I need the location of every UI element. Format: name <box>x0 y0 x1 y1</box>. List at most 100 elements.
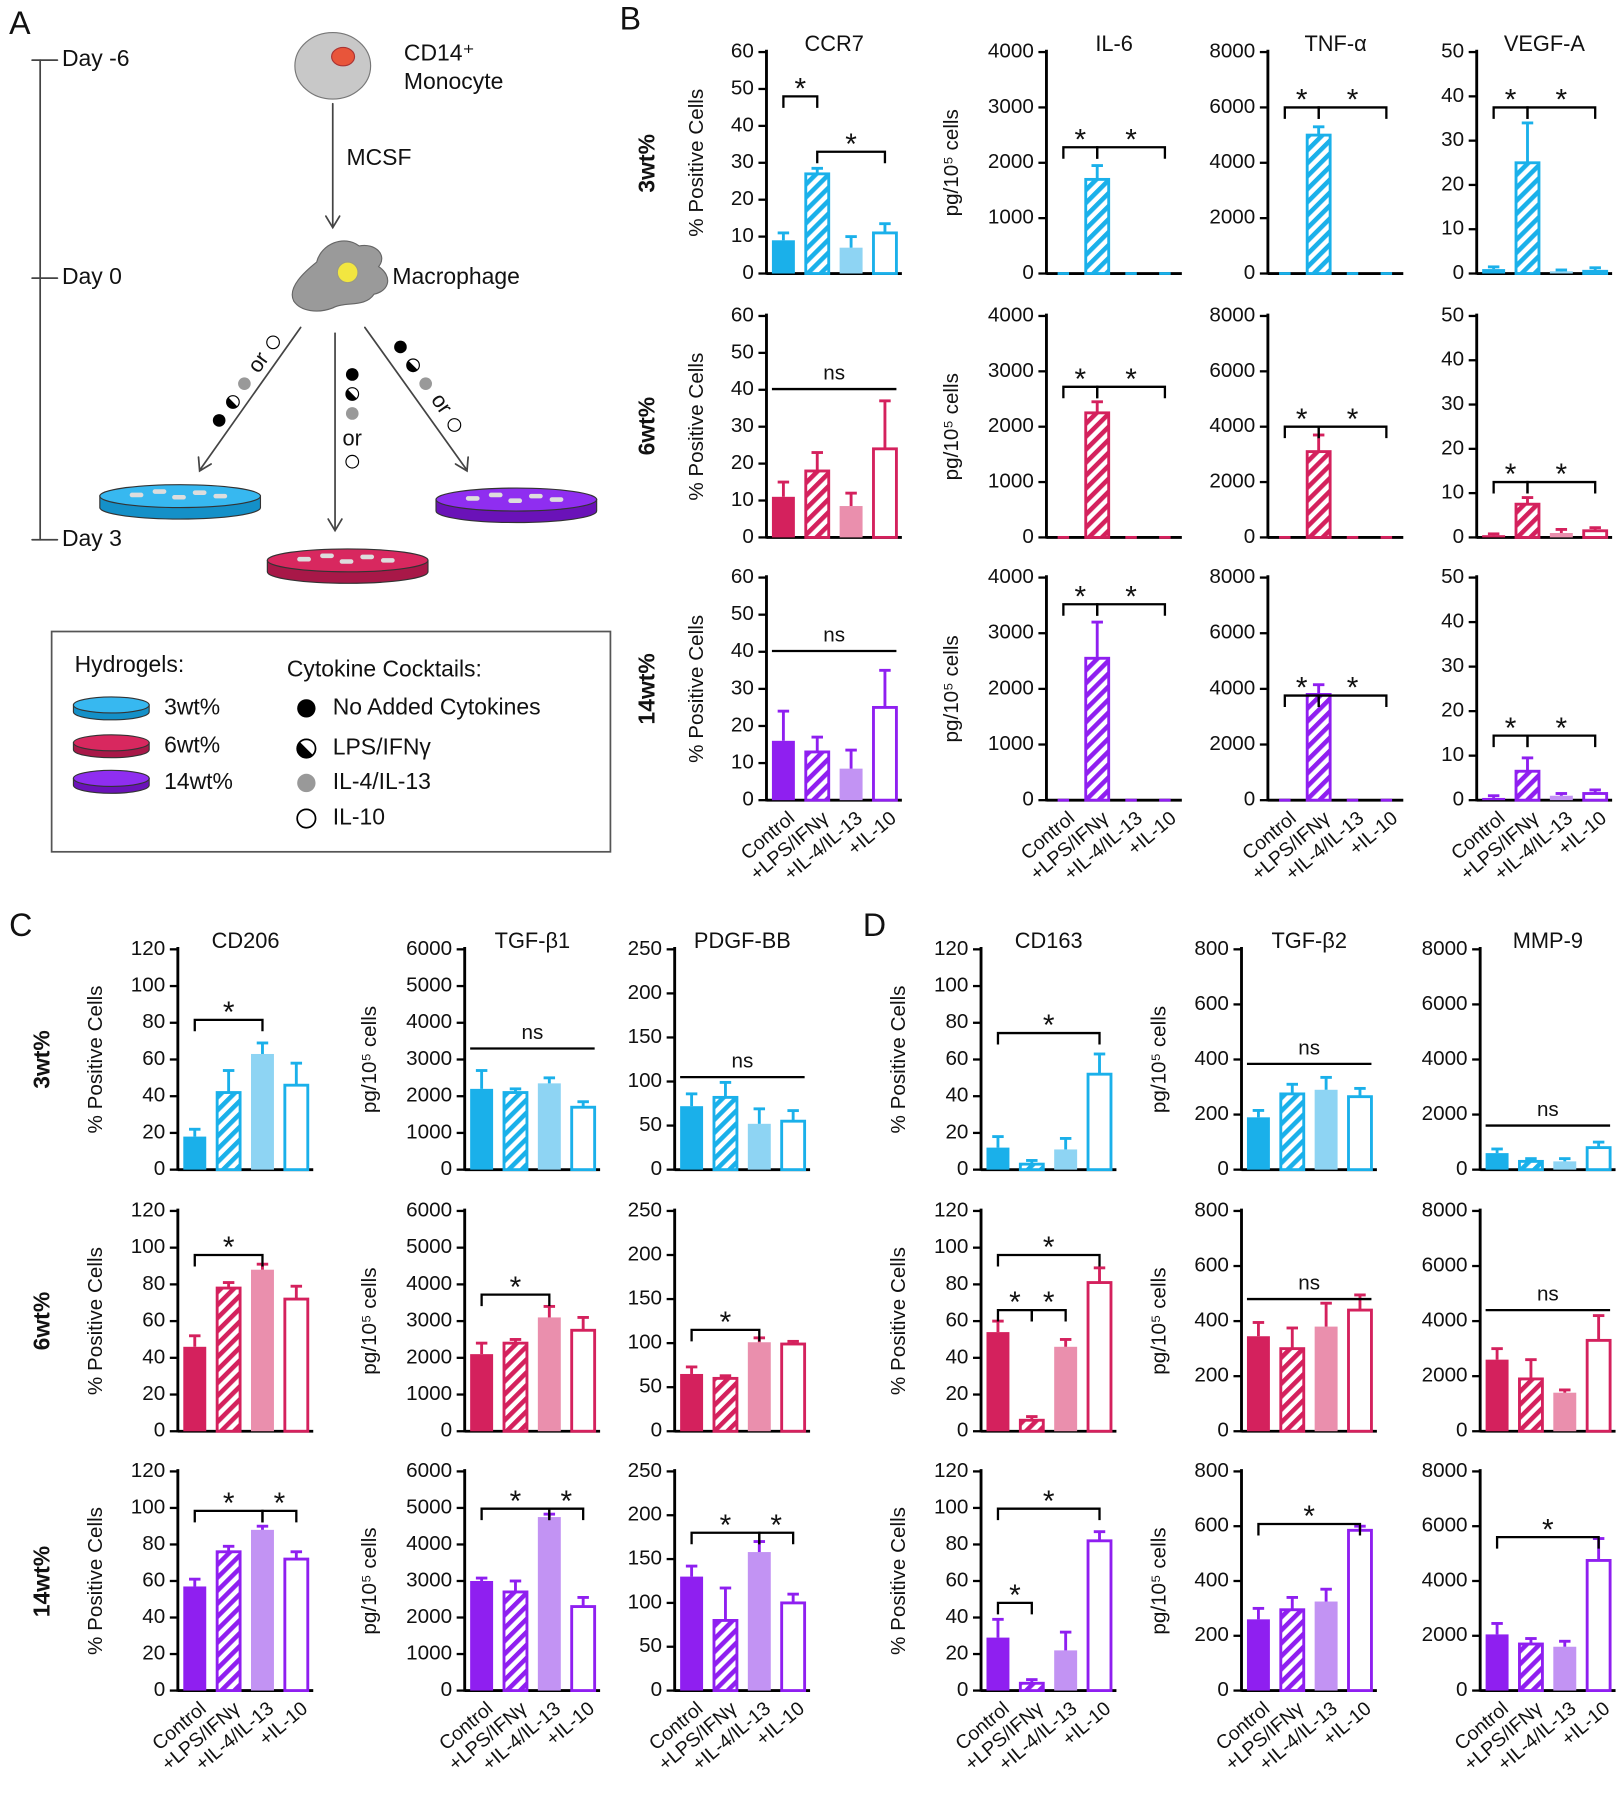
significance-bracket <box>816 150 887 164</box>
bar <box>804 469 831 539</box>
significance-label: * <box>770 1509 782 1542</box>
y-tick-label: 80 <box>142 1272 165 1295</box>
y-tick-label: 20 <box>945 1641 968 1664</box>
y-tick-label: 0 <box>1456 1419 1467 1442</box>
y-tick-label: 60 <box>142 1047 165 1070</box>
y-tick-label: 0 <box>154 1678 165 1701</box>
significance-label: * <box>1556 458 1568 491</box>
hydrogel-dish <box>266 548 429 584</box>
y-tick-label: 60 <box>731 565 754 588</box>
bar <box>680 1576 704 1691</box>
chart-title: TGF-β1 <box>495 928 571 953</box>
bar <box>250 1269 274 1432</box>
bar <box>537 1317 561 1432</box>
y-tick-label: 60 <box>731 303 754 326</box>
y-tick-label: 120 <box>934 937 968 960</box>
y-tick-label: 120 <box>934 1459 968 1482</box>
y-tick-label: 20 <box>142 1641 165 1664</box>
y-tick-label: 30 <box>1441 392 1464 415</box>
y-tick-label: 1000 <box>406 1641 452 1664</box>
y-tick-label: 0 <box>1022 261 1033 284</box>
significance-label: * <box>1296 84 1308 117</box>
y-tick-label: 200 <box>1194 1623 1228 1646</box>
significance-label: * <box>510 1485 522 1518</box>
arrow-head <box>197 456 212 473</box>
significance-bracket <box>1495 1536 1600 1549</box>
significance-label: * <box>510 1271 522 1304</box>
bar <box>1585 1146 1612 1172</box>
y-tick-label: 2000 <box>1422 1364 1468 1387</box>
y-tick-label: 200 <box>628 1242 662 1265</box>
y-tick-label: 0 <box>1453 525 1464 548</box>
y-tick-label: 800 <box>1194 937 1228 960</box>
y-tick-label: 1000 <box>988 732 1034 755</box>
bar <box>537 1517 561 1691</box>
y-tick-label: 1000 <box>406 1120 452 1143</box>
bar <box>1018 1681 1045 1693</box>
legend-dish <box>72 769 150 794</box>
bar <box>470 1580 494 1691</box>
bar <box>1518 1642 1544 1693</box>
bar <box>1585 1338 1612 1433</box>
significance-label: * <box>1009 1579 1021 1612</box>
y-tick-label: 800 <box>1194 1459 1228 1482</box>
significance-label: ns <box>823 624 845 647</box>
y-tick-label: 0 <box>1244 261 1255 284</box>
y-tick-label: 40 <box>1441 348 1464 371</box>
cell-label: Monocyte <box>404 68 503 94</box>
chart-title: CD206 <box>212 928 280 953</box>
legend-dish <box>72 734 150 759</box>
bar <box>1086 1539 1113 1693</box>
arrow <box>199 326 302 470</box>
cell-label: CD14⁺ <box>404 39 475 65</box>
bar <box>1514 502 1541 539</box>
y-axis-label: % Positive Cells <box>84 1247 107 1395</box>
bar <box>537 1083 561 1170</box>
y-tick-label: 200 <box>628 1503 662 1526</box>
y-tick-label: 600 <box>1194 1514 1228 1537</box>
y-axis-label: % Positive Cells <box>685 353 708 501</box>
y-tick-label: 5000 <box>406 1235 452 1258</box>
y-tick-label: 0 <box>651 1157 662 1180</box>
bar <box>470 1354 494 1432</box>
bar <box>183 1136 207 1170</box>
cytokine-dot <box>345 454 360 469</box>
bar <box>771 740 795 801</box>
significance-bracket <box>996 1507 1101 1521</box>
significance-label: * <box>795 72 807 105</box>
bar <box>1084 656 1111 802</box>
or-label: or <box>426 388 458 418</box>
significance-label: ns <box>1298 1272 1320 1295</box>
bar <box>1086 1281 1113 1433</box>
y-tick-label: 150 <box>628 1025 662 1048</box>
bar <box>1314 1601 1338 1691</box>
y-tick-label: 6000 <box>1209 95 1255 118</box>
timeline-label: Day 3 <box>62 525 122 551</box>
y-axis-label: % Positive Cells <box>685 615 708 763</box>
bar <box>1485 1359 1509 1432</box>
bar <box>1518 1377 1544 1433</box>
significance-bracket <box>782 95 819 108</box>
y-tick-label: 120 <box>934 1198 968 1221</box>
bar <box>839 247 863 274</box>
bar <box>780 1342 807 1433</box>
y-tick-label: 100 <box>131 974 165 997</box>
arrow-head <box>325 215 341 230</box>
bar <box>1054 1346 1078 1432</box>
y-tick-label: 0 <box>441 1157 452 1180</box>
bar <box>215 1091 242 1172</box>
y-tick-label: 2000 <box>1209 206 1255 229</box>
y-tick-label: 60 <box>945 1309 968 1332</box>
bar <box>1084 411 1111 539</box>
or-label: or <box>343 426 362 451</box>
y-tick-label: 40 <box>1441 610 1464 633</box>
y-tick-label: 2000 <box>988 150 1034 173</box>
significance-label: * <box>1542 1513 1554 1546</box>
significance-label: * <box>1043 1009 1055 1042</box>
significance-bracket <box>1317 694 1388 708</box>
y-tick-label: 40 <box>142 1345 165 1368</box>
y-tick-label: 100 <box>934 1495 968 1518</box>
row-label: 6wt% <box>29 1292 55 1351</box>
cytokine-dot <box>238 377 251 390</box>
y-tick-label: 3000 <box>406 1309 452 1332</box>
